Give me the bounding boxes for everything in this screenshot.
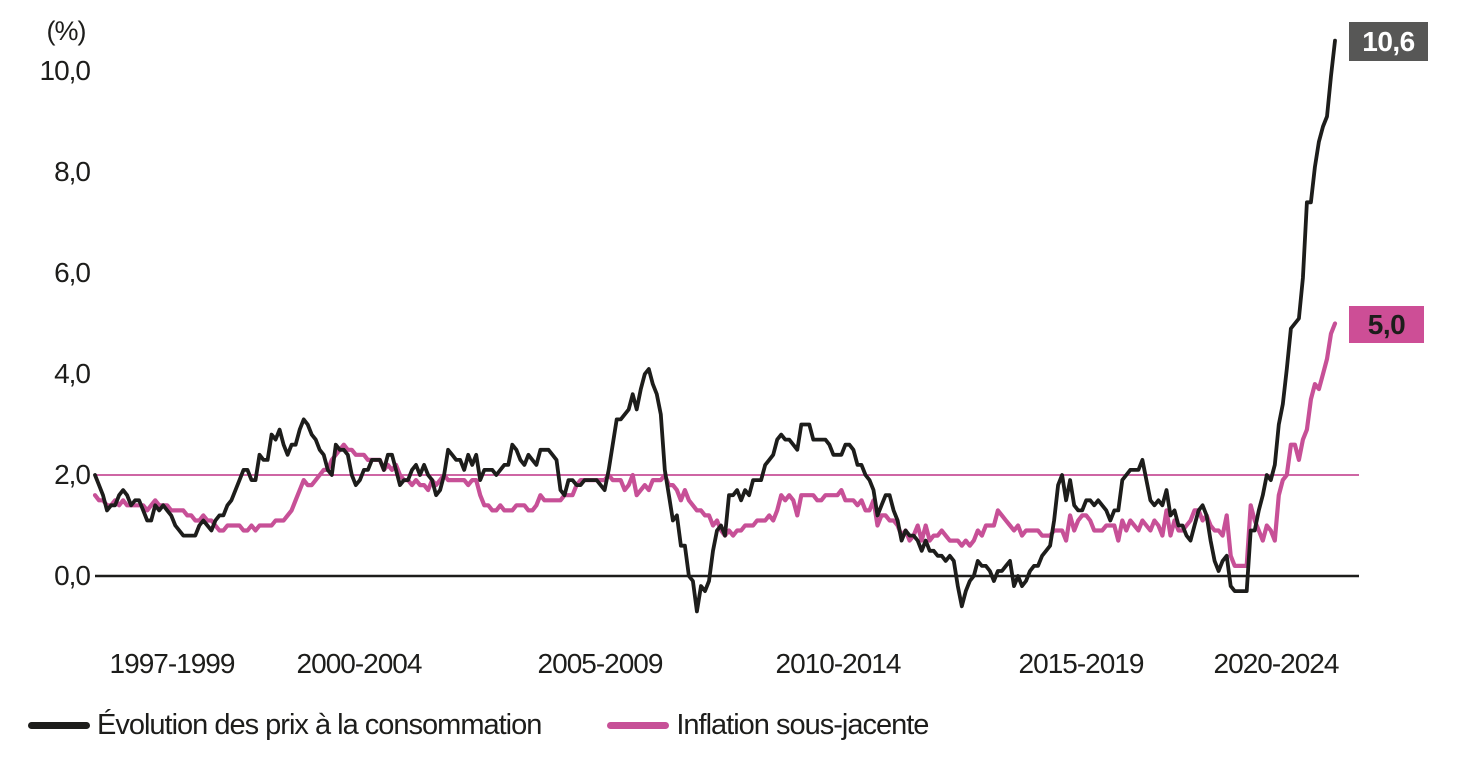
y-tick-label: 10,0 [39,55,92,86]
y-tick-label: 4,0 [54,358,91,389]
legend-item-headline: Évolution des prix à la consommation [28,708,542,742]
x-tick-label: 2005-2009 [537,648,664,679]
y-tick-label: 2,0 [54,459,91,490]
core-legend-label: Inflation sous-jacente [676,708,929,741]
core-line [92,321,1338,569]
y-tick-label: 8,0 [54,156,91,187]
y-axis-unit-label: (%) [46,16,87,46]
headline-line [93,38,1337,614]
x-tick-label: 2015-2019 [1018,648,1145,679]
headline-legend-label: Évolution des prix à la consommation [97,708,542,741]
x-tick-label: 2010-2014 [775,648,902,679]
legend-item-core: Inflation sous-jacente [607,708,929,742]
x-tick-label: 1997-1999 [109,648,236,679]
x-tick-label: 2000-2004 [296,648,423,679]
y-tick-label: 6,0 [54,257,91,288]
headline-end-value-badge: 10,6 [1349,22,1428,61]
core-end-value-badge: 5,0 [1349,306,1424,343]
core-line-swatch [607,721,670,729]
x-tick-label: 2020-2024 [1213,648,1340,679]
headline-line-swatch [28,721,90,729]
legend: Évolution des prix à la consommation Inf… [28,706,1458,744]
y-tick-label: 0,0 [54,560,91,591]
